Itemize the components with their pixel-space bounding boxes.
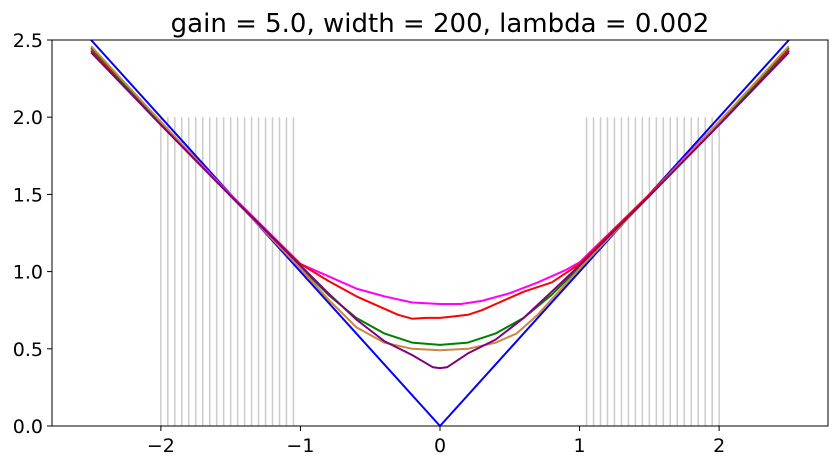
x-tick-label: −2	[147, 435, 175, 457]
y-tick-label: 2.0	[13, 107, 43, 129]
y-axis: 0.0 0.5 1.0 1.5 2.0 2.5	[13, 30, 52, 438]
x-tick-label: 0	[434, 435, 446, 457]
x-tick-label: −1	[286, 435, 314, 457]
x-tick-label: 1	[574, 435, 586, 457]
x-axis: −2 −1 0 1 2	[147, 426, 725, 457]
chart-title: gain = 5.0, width = 200, lambda = 0.002	[171, 9, 710, 39]
y-tick-label: 0.5	[13, 339, 43, 361]
y-tick-label: 0.0	[13, 416, 43, 438]
series-group	[90, 39, 790, 427]
series-line-2	[90, 50, 790, 320]
y-tick-label: 2.5	[13, 30, 43, 52]
series-line-4	[90, 45, 790, 352]
vertical-line-group	[160, 117, 720, 426]
y-tick-label: 1.0	[13, 262, 43, 284]
y-tick-label: 1.5	[13, 184, 43, 206]
series-line-5	[90, 51, 790, 370]
x-tick-label: 2	[713, 435, 725, 457]
